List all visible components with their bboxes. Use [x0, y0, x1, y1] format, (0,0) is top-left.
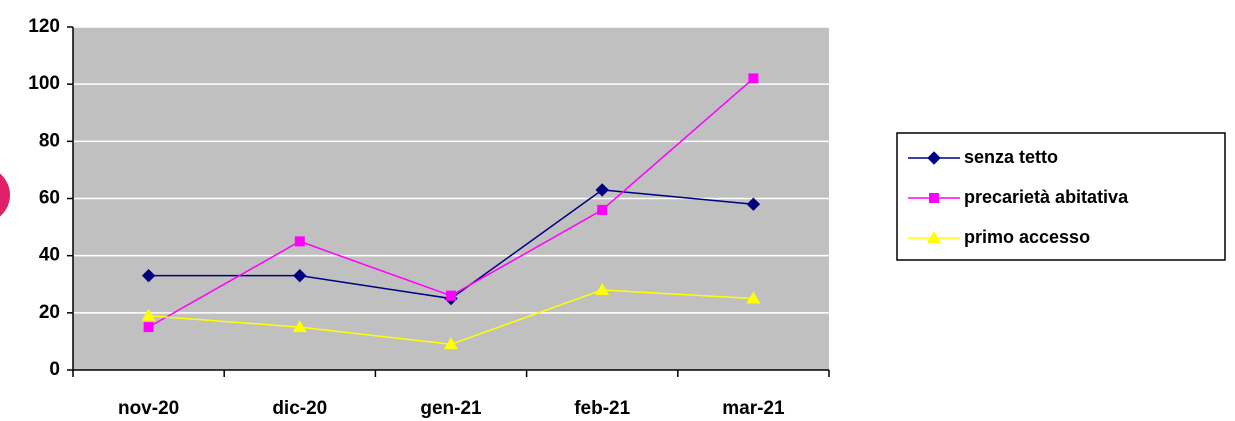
decoration [0, 173, 10, 217]
marker [746, 291, 761, 304]
legend-label: senza tetto [964, 147, 1058, 167]
legend [896, 132, 1226, 261]
x-tick-label: gen-21 [420, 398, 482, 419]
x-tick-label: dic-20 [272, 398, 327, 419]
y-tick-label: 20 [39, 302, 60, 323]
y-tick-label: 120 [28, 16, 60, 37]
marker [292, 320, 307, 333]
x-tick-label: feb-21 [574, 398, 630, 419]
legend-label: precarietà abitativa [964, 187, 1129, 207]
marker [746, 197, 761, 211]
marker [748, 73, 759, 84]
legend-marker [927, 151, 941, 165]
legend-marker [927, 231, 941, 243]
y-tick-label: 0 [49, 359, 60, 380]
marker [446, 290, 456, 301]
x-tick-label: mar-21 [722, 398, 785, 419]
marker [595, 183, 609, 197]
y-tick-label: 100 [28, 73, 60, 94]
marker [444, 337, 458, 350]
marker [141, 268, 156, 283]
x-tick-label: nov-20 [118, 398, 179, 419]
y-tick-label: 40 [39, 245, 60, 266]
marker [143, 322, 154, 333]
marker [595, 282, 610, 295]
legend-marker [929, 193, 939, 203]
marker [141, 308, 156, 321]
y-tick-label: 60 [39, 188, 60, 209]
legend-label: primo accesso [964, 227, 1090, 247]
marker [597, 204, 608, 215]
marker [293, 268, 307, 283]
y-tick-label: 80 [39, 130, 60, 151]
marker [294, 236, 305, 247]
